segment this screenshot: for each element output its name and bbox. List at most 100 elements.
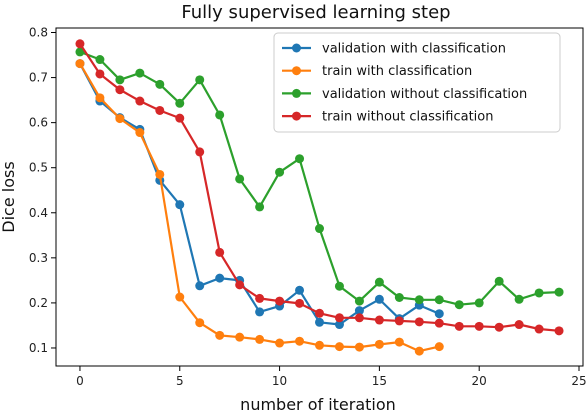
data-point <box>374 294 384 304</box>
legend: validation with classification train with… <box>273 32 561 133</box>
data-point <box>255 202 265 212</box>
data-point <box>315 340 324 350</box>
data-point <box>195 318 205 328</box>
series-layer <box>75 39 564 356</box>
data-point <box>255 293 265 303</box>
data-point <box>215 247 225 257</box>
data-point <box>135 128 145 138</box>
data-point <box>135 68 145 78</box>
data-point <box>414 346 424 356</box>
x-tick-label: 20 <box>472 374 487 388</box>
data-point <box>295 298 305 308</box>
data-point <box>275 167 285 177</box>
data-point <box>414 317 424 327</box>
data-point <box>374 339 384 349</box>
legend-box <box>273 32 561 133</box>
data-point <box>235 332 245 342</box>
data-point <box>175 98 185 108</box>
data-point <box>255 307 265 317</box>
data-point <box>115 75 125 85</box>
legend-label: validation without classification <box>322 87 527 102</box>
y-tick-label: 0.7 <box>29 71 48 85</box>
data-point <box>334 313 344 323</box>
data-point <box>175 113 185 123</box>
data-point <box>394 292 404 302</box>
y-tick-label: 0.8 <box>29 26 48 40</box>
data-point <box>334 320 344 330</box>
x-tick-label: 5 <box>176 374 184 388</box>
series-2 <box>75 59 444 356</box>
legend-marker <box>292 111 301 121</box>
data-point <box>354 342 364 352</box>
data-point <box>275 338 285 348</box>
data-point <box>75 47 85 57</box>
data-point <box>295 285 305 295</box>
data-point <box>255 334 265 344</box>
data-point <box>115 85 125 95</box>
data-point <box>494 322 504 332</box>
y-tick-label: 0.5 <box>29 161 48 175</box>
data-point <box>175 200 185 210</box>
data-point <box>554 326 564 336</box>
data-point <box>394 316 404 326</box>
data-point <box>235 174 245 184</box>
data-point <box>334 342 344 352</box>
data-point <box>474 298 484 308</box>
x-tick-label: 15 <box>372 374 387 388</box>
data-point <box>434 295 444 305</box>
data-point <box>514 294 524 304</box>
series-4 <box>75 39 564 336</box>
data-point <box>554 287 564 297</box>
y-tick-label: 0.6 <box>29 116 48 130</box>
data-point <box>374 315 384 325</box>
data-point <box>115 114 125 124</box>
data-point <box>215 330 225 340</box>
data-point <box>454 300 464 310</box>
data-point <box>315 317 324 327</box>
data-point <box>394 337 404 347</box>
data-point <box>454 321 464 331</box>
data-point <box>315 308 324 318</box>
data-point <box>195 75 205 85</box>
data-point <box>95 93 105 103</box>
legend-marker <box>292 66 301 76</box>
x-axis-label: number of iteration <box>240 395 396 414</box>
data-point <box>334 281 344 291</box>
x-tick-label: 0 <box>76 374 84 388</box>
data-point <box>474 321 484 331</box>
legend-label: train with classification <box>322 64 472 79</box>
x-axis-ticks: 0 5 10 15 20 25 <box>76 366 587 388</box>
data-point <box>155 169 165 179</box>
data-point <box>215 273 225 283</box>
data-point <box>95 55 105 65</box>
x-tick-label: 10 <box>272 374 287 388</box>
data-point <box>75 59 85 69</box>
data-point <box>514 320 524 330</box>
data-point <box>95 69 105 79</box>
data-point <box>215 110 225 120</box>
data-point <box>434 318 444 328</box>
data-point <box>175 292 185 302</box>
data-point <box>315 224 324 234</box>
data-point <box>195 147 205 157</box>
data-point <box>494 276 504 286</box>
data-point <box>295 336 305 346</box>
y-tick-label: 0.3 <box>29 251 48 265</box>
legend-marker <box>292 88 301 98</box>
legend-label: train without classification <box>322 110 493 125</box>
data-point <box>135 96 145 106</box>
data-point <box>155 105 165 115</box>
data-point <box>354 296 364 306</box>
data-point <box>155 79 165 89</box>
data-point <box>434 342 444 352</box>
data-point <box>295 154 305 164</box>
y-axis-label: Dice loss <box>0 161 18 232</box>
y-tick-label: 0.1 <box>29 341 48 355</box>
y-axis-ticks: 0.1 0.2 0.3 0.4 0.5 0.6 0.7 0.8 <box>29 26 56 355</box>
data-point <box>374 277 384 287</box>
data-point <box>75 39 85 49</box>
series-3 <box>75 47 564 310</box>
x-tick-label: 25 <box>571 374 586 388</box>
data-point <box>354 306 364 316</box>
